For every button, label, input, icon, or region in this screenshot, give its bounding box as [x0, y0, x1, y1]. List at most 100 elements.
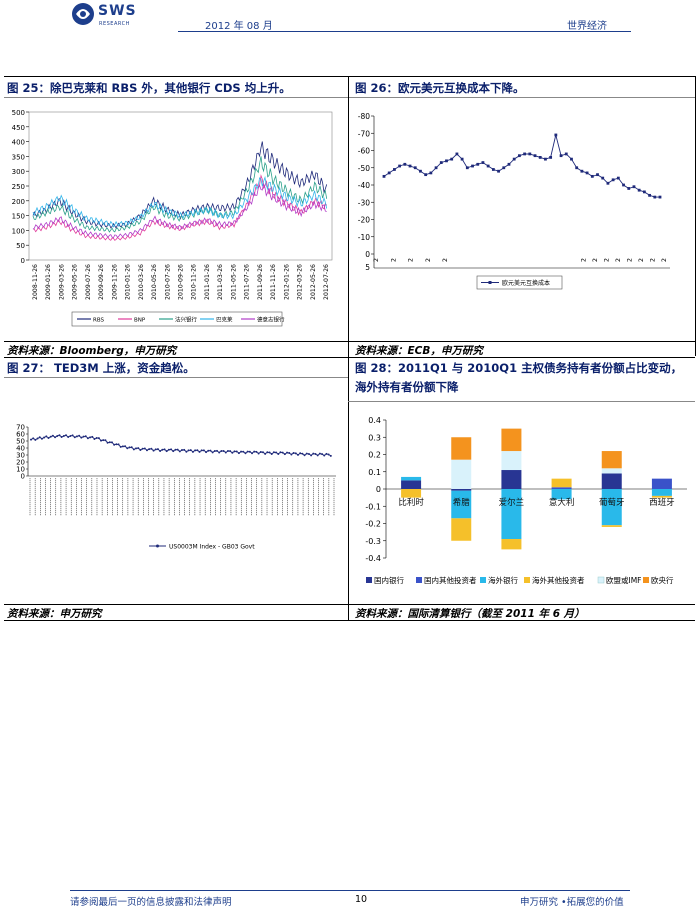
data-point	[36, 437, 39, 440]
bar-segment	[601, 468, 622, 474]
data-point	[65, 434, 68, 437]
data-point	[323, 454, 326, 457]
data-point	[327, 453, 330, 456]
y-tick-label: -50	[358, 164, 370, 173]
grid-line	[4, 97, 695, 98]
data-point	[49, 435, 52, 438]
data-point	[222, 449, 225, 452]
y-tick-label: 200	[12, 198, 25, 206]
grid-line	[4, 357, 695, 358]
data-point	[507, 162, 511, 166]
data-point	[502, 166, 506, 170]
y-tick-label: 0.1	[368, 468, 381, 477]
data-point	[143, 447, 146, 450]
x-category-label: 葡萄牙	[599, 497, 625, 508]
data-point	[648, 193, 651, 197]
y-tick-label: 40	[16, 445, 25, 453]
data-point	[611, 178, 615, 182]
data-point	[58, 434, 61, 437]
series-line	[383, 134, 660, 198]
y-tick-label: 0	[365, 250, 370, 259]
data-point	[590, 174, 594, 178]
x-tick-label: 2010-01-26	[125, 264, 132, 300]
y-tick-label: 400	[12, 139, 25, 147]
data-point	[139, 448, 142, 451]
data-point	[220, 450, 223, 453]
data-point	[34, 438, 37, 441]
data-point	[244, 452, 247, 455]
data-point	[570, 157, 573, 161]
x-tick-label: 2011-03-26	[217, 264, 224, 300]
data-point	[424, 173, 428, 177]
data-point	[163, 448, 166, 451]
grid-line	[348, 401, 695, 402]
data-point	[476, 162, 480, 166]
data-point	[486, 164, 490, 168]
y-tick-label: -0.3	[365, 537, 381, 546]
data-point	[398, 164, 402, 168]
series-line	[32, 156, 328, 233]
data-point	[272, 451, 275, 454]
legend-marker	[488, 281, 492, 284]
data-point	[128, 446, 131, 449]
y-tick-label: -10	[358, 233, 370, 242]
data-point	[108, 441, 111, 444]
data-point	[554, 133, 558, 137]
y-tick-label: -60	[358, 147, 370, 156]
data-point	[419, 169, 422, 173]
data-point	[312, 452, 315, 455]
y-tick-label: 300	[12, 168, 25, 176]
data-point	[97, 437, 100, 440]
data-point	[481, 161, 485, 164]
data-point	[246, 450, 249, 453]
x-tick-label: 2011-07-26	[244, 264, 251, 300]
logo-icon	[72, 3, 94, 25]
data-point	[67, 436, 70, 439]
x-tick-label: 2010-05-26	[151, 264, 158, 300]
bar-segment	[401, 476, 422, 481]
data-point	[121, 445, 124, 448]
data-point	[161, 448, 164, 451]
fig25-title: 图 25：除巴克莱和 RBS 外，其他银行 CDS 均上升。	[7, 81, 291, 95]
fig25-chart: 500 450 400 350 300 250 200 150 100 50 0 2008-11-26…	[7, 104, 341, 334]
data-point	[207, 449, 210, 452]
fig27-source: 资料来源：申万研究	[7, 608, 102, 620]
logo-subtext: RESEARCH	[99, 21, 130, 27]
legend-box	[71, 311, 283, 327]
y-tick-label: -70	[358, 129, 370, 138]
data-point	[54, 436, 57, 439]
legend-label: 欧元美元互换成本	[502, 279, 550, 287]
data-point	[62, 435, 65, 438]
data-point	[100, 439, 103, 442]
x-tick-label: 2	[441, 258, 449, 262]
bar-segment	[501, 470, 522, 489]
x-tick-label: 2011-01-26	[204, 264, 211, 300]
data-point	[277, 452, 280, 455]
data-point	[261, 451, 264, 454]
data-point	[30, 438, 32, 441]
bar-segment	[451, 459, 472, 489]
data-point	[183, 448, 186, 451]
x-category-label: 西班牙	[649, 497, 675, 508]
data-point	[403, 162, 407, 166]
bar-segment	[651, 478, 672, 489]
data-point	[329, 454, 332, 457]
data-point	[124, 445, 127, 448]
data-point	[642, 190, 646, 194]
data-point	[145, 449, 148, 452]
y-tick-label: 0.3	[368, 433, 381, 442]
data-point	[102, 439, 105, 442]
data-point	[497, 169, 500, 173]
data-point	[637, 188, 641, 192]
x-tick-label: 2	[648, 258, 656, 262]
y-tick-label: -40	[358, 181, 370, 190]
legend-label: 巴克莱	[216, 316, 233, 324]
data-point	[251, 452, 254, 455]
data-point	[606, 181, 610, 185]
data-point	[82, 435, 85, 438]
y-tick-label: 10	[16, 466, 25, 474]
data-point	[40, 437, 43, 440]
data-point	[200, 449, 203, 452]
legend-marker	[156, 544, 159, 548]
legend-swatch	[643, 577, 649, 583]
